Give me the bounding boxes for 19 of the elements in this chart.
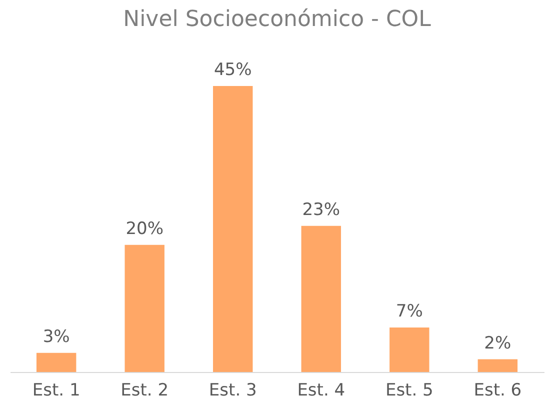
data-label: 2% (484, 333, 512, 354)
data-label: 20% (126, 218, 164, 239)
data-label: 23% (302, 200, 340, 220)
bar (478, 359, 518, 372)
chart-title: Nivel Socioeconómico - COL (123, 7, 432, 32)
data-label: 3% (42, 326, 70, 347)
x-tick-label: Est. 6 (474, 380, 522, 400)
x-tick-label: Est. 4 (297, 380, 346, 400)
bar (213, 86, 253, 372)
bar (390, 328, 430, 372)
x-tick-label: Est. 3 (208, 380, 257, 400)
x-tick-label: Est. 2 (120, 380, 169, 400)
bar (36, 352, 76, 372)
data-label: 7% (396, 302, 423, 322)
x-tick-label: Est. 5 (385, 380, 434, 400)
data-label: 45% (214, 60, 252, 80)
bar (124, 244, 164, 372)
x-tick-label: Est. 1 (32, 380, 80, 400)
bar (301, 226, 341, 372)
